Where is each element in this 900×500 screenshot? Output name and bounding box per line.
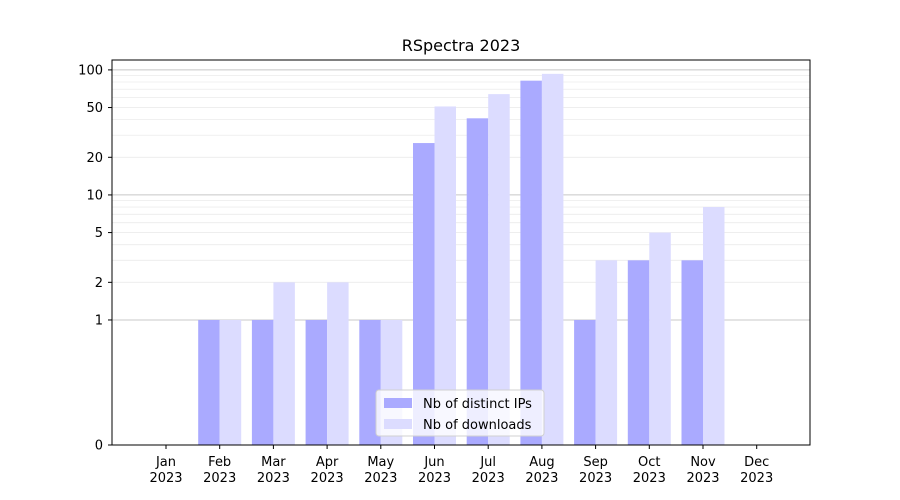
bar-downloads — [434, 106, 456, 445]
x-tick-year: 2023 — [311, 471, 344, 486]
x-tick-year: 2023 — [203, 471, 236, 486]
x-tick-month: Mar — [261, 455, 286, 470]
bar-distinct-ips — [520, 80, 542, 445]
x-tick-month: Oct — [638, 455, 660, 470]
legend-swatch — [384, 398, 412, 408]
y-tick-label: 0 — [95, 439, 103, 454]
bar-downloads — [649, 232, 671, 445]
x-tick-label: Dec 2023 — [740, 455, 773, 486]
x-tick-year: 2023 — [740, 471, 773, 486]
y-tick-label: 2 — [95, 276, 103, 291]
x-tick-label: Aug 2023 — [525, 455, 558, 486]
x-tick-year: 2023 — [149, 471, 182, 486]
x-tick-label: Mar 2023 — [257, 455, 290, 486]
x-tick-year: 2023 — [364, 471, 397, 486]
x-tick-year: 2023 — [525, 471, 558, 486]
bar-distinct-ips — [413, 143, 435, 445]
bar-distinct-ips — [305, 319, 328, 445]
legend-box — [375, 389, 545, 437]
x-tick-year: 2023 — [633, 471, 666, 486]
y-tick-label: 10 — [86, 188, 103, 203]
bar-downloads — [703, 207, 725, 445]
x-tick-month: Feb — [208, 455, 231, 470]
bar-downloads — [219, 319, 242, 445]
x-tick-year: 2023 — [472, 471, 505, 486]
y-tick-label: 5 — [95, 226, 103, 241]
x-tick-month: Jun — [423, 455, 444, 470]
legend-label: Nb of downloads — [423, 418, 532, 433]
x-tick-label: Apr 2023 — [311, 455, 344, 486]
bar-distinct-ips — [627, 260, 650, 445]
bar-downloads — [327, 282, 349, 445]
bar-downloads — [488, 94, 510, 446]
x-tick-label: Nov 2023 — [686, 455, 719, 486]
bar-downloads — [273, 282, 295, 445]
bar-distinct-ips — [251, 319, 274, 445]
bar-distinct-ips — [574, 319, 596, 445]
legend-label: Nb of distinct IPs — [423, 397, 532, 412]
bar-distinct-ips — [466, 118, 489, 445]
y-tick-label: 100 — [78, 63, 103, 78]
x-tick-label: Jan 2023 — [149, 455, 182, 486]
x-tick-label: May 2023 — [364, 455, 397, 486]
x-tick-month: Apr — [316, 455, 339, 470]
bar-distinct-ips — [681, 260, 703, 445]
x-tick-year: 2023 — [257, 471, 290, 486]
bar-downloads — [595, 260, 618, 445]
legend-swatch — [384, 419, 412, 429]
x-tick-label: Jul 2023 — [472, 455, 505, 486]
x-tick-month: Sep — [583, 455, 608, 470]
x-tick-month: Dec — [744, 455, 769, 470]
plot-frame — [111, 59, 811, 446]
x-tick-label: Oct 2023 — [633, 455, 666, 486]
y-tick-label: 1 — [95, 313, 103, 328]
y-tick-label: 20 — [86, 151, 103, 166]
y-tick-label: 50 — [86, 101, 103, 116]
x-tick-year: 2023 — [418, 471, 451, 486]
x-tick-month: Jan — [155, 455, 176, 470]
x-tick-month: Aug — [529, 455, 554, 470]
x-tick-month: Jul — [479, 455, 496, 470]
bar-distinct-ips — [198, 319, 220, 445]
legend: Nb of distinct IPs Nb of downloads — [375, 389, 545, 437]
bar-downloads — [541, 73, 564, 445]
x-tick-month: May — [367, 455, 394, 470]
x-tick-label: Jun 2023 — [418, 455, 451, 486]
x-tick-label: Feb 2023 — [203, 455, 236, 486]
x-tick-year: 2023 — [579, 471, 612, 486]
x-tick-month: Nov — [690, 455, 716, 470]
x-tick-year: 2023 — [686, 471, 719, 486]
x-tick-label: Sep 2023 — [579, 455, 612, 486]
chart-title: RSpectra 2023 — [402, 36, 521, 55]
bar-distinct-ips — [359, 319, 381, 445]
